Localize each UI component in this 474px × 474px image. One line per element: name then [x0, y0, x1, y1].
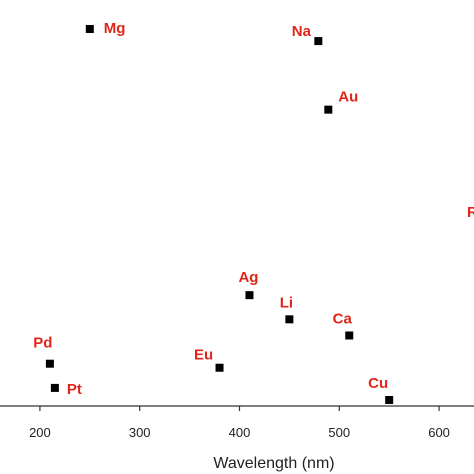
data-point-label-pt: Pt [67, 381, 82, 398]
data-point-label-li: Li [280, 294, 293, 311]
x-tick-label: 400 [229, 425, 251, 440]
data-point-label-eu: Eu [194, 347, 213, 364]
data-point-label-pd: Pd [33, 335, 52, 352]
x-tick-label: 300 [129, 425, 151, 440]
data-point-label-na: Na [292, 23, 312, 40]
x-tick-label: 200 [29, 425, 51, 440]
x-axis-ticks: 200 300 400 500 600 [29, 406, 450, 440]
data-point-ca [345, 331, 354, 340]
data-point-labels: Mg Na Au Ag Li Ca Pd Pt Eu Cu [33, 20, 388, 398]
data-point-eu [215, 363, 224, 372]
data-point-cu [385, 396, 394, 404]
data-point-pd [45, 359, 54, 368]
data-point-pt [50, 383, 59, 392]
data-point-au [324, 105, 333, 114]
data-point-label-cu: Cu [368, 375, 388, 392]
data-point-ag [245, 291, 254, 300]
data-points [45, 25, 394, 404]
data-point-na [314, 37, 323, 46]
data-point-mg [85, 25, 94, 33]
data-point-label-ca: Ca [333, 310, 353, 327]
data-point-li [285, 315, 294, 324]
x-tick-label: 500 [328, 425, 350, 440]
data-point-label-mg: Mg [104, 20, 126, 37]
data-point-label-ag: Ag [238, 269, 258, 286]
x-axis-title: Wavelength (nm) [213, 455, 334, 472]
cut-off-point-label: R [467, 204, 474, 221]
data-point-label-au: Au [338, 89, 358, 106]
x-tick-label: 600 [428, 425, 450, 440]
